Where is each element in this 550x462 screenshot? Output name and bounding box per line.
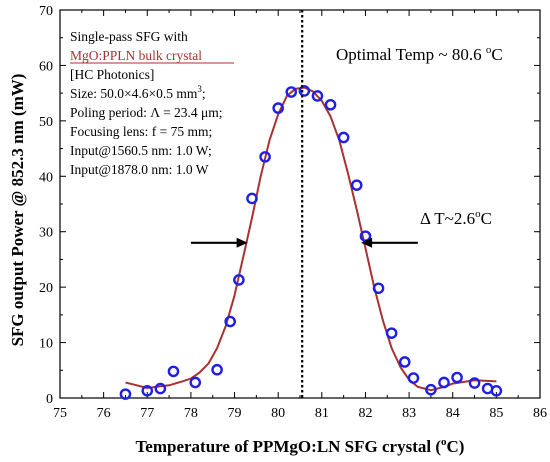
axes: 75 76 77 78 79 80 81 82 83 84 85 86 0 10 20 30 40 50 60 70	[39, 4, 547, 421]
data-point	[259, 151, 271, 163]
data-point	[337, 131, 350, 144]
x-tick-label: 75	[53, 406, 67, 421]
data-point	[272, 102, 284, 114]
annotation-line-3: [HC Photonics]	[70, 67, 154, 82]
x-tick-label: 85	[489, 406, 503, 421]
x-tick-label: 81	[315, 406, 329, 421]
optimal-temp-label: Optimal Temp ~ 80.6 oC	[336, 44, 503, 64]
data-point	[324, 98, 337, 111]
y-tick-label: 50	[39, 115, 53, 130]
fwhm-arrow-head	[361, 237, 373, 248]
data-point	[425, 383, 437, 396]
data-point	[451, 371, 463, 384]
delta-t-label: Δ T~2.6oC	[420, 208, 492, 228]
data-point	[468, 377, 481, 389]
data-point	[359, 230, 372, 242]
annotation-line-5: Focusing lens: f = 75 mm;	[70, 124, 212, 139]
data-point	[211, 363, 223, 376]
x-axis-title: Temperature of PPMgO:LN SFG crystal (oC)	[136, 436, 465, 456]
annotation-block: Single-pass SFG with MgO:PPLN bulk cryst…	[70, 29, 234, 177]
x-tick-label: 82	[358, 406, 372, 421]
data-point	[246, 192, 258, 205]
data-point	[372, 282, 385, 295]
x-tick-label: 77	[140, 406, 154, 421]
data-point	[233, 274, 245, 286]
x-tick-label: 84	[446, 406, 460, 421]
x-tick-label: 86	[533, 406, 547, 421]
y-tick-label: 40	[39, 170, 53, 185]
annotation-line-2: MgO:PPLN bulk crystal	[70, 48, 202, 63]
x-tick-label: 76	[97, 406, 111, 421]
annotation-size-line: Size: 50.0×4.6×0.5 mm3;	[70, 84, 206, 101]
data-point	[298, 85, 311, 97]
data-point	[141, 384, 154, 397]
data-point	[154, 382, 167, 395]
y-tick-label: 10	[39, 337, 53, 352]
annotation-line-4: Poling period: Λ = 23.4 μm;	[70, 105, 223, 120]
data-points-layer	[119, 85, 503, 400]
annotation-line-1: Single-pass SFG with	[70, 29, 188, 44]
data-point	[224, 315, 236, 328]
data-point	[119, 388, 132, 400]
data-point	[189, 376, 202, 389]
y-tick-label: 60	[39, 59, 53, 74]
y-tick-label: 70	[39, 4, 53, 19]
data-point	[285, 86, 298, 98]
fwhm-arrow-head	[236, 237, 248, 248]
x-tick-label: 83	[402, 406, 416, 421]
y-axis-title: SFG output Power @ 852.3 nm (mW)	[8, 74, 27, 347]
x-tick-label: 80	[271, 406, 285, 421]
data-point	[438, 376, 450, 389]
data-point	[490, 384, 503, 397]
data-point	[167, 365, 180, 378]
data-point	[407, 372, 420, 384]
y-tick-label: 30	[39, 226, 53, 241]
data-point	[350, 179, 363, 191]
x-tick-label: 79	[228, 406, 242, 421]
y-tick-label: 20	[39, 281, 53, 296]
y-tick-label: 0	[46, 392, 53, 407]
annotation-line-6: Input@1560.5 nm: 1.0 W;	[70, 143, 212, 158]
data-point	[311, 90, 324, 102]
data-point	[385, 327, 398, 339]
x-tick-label: 78	[184, 406, 198, 421]
data-point	[398, 356, 411, 368]
annotation-layer	[190, 10, 418, 398]
annotation-line-7: Input@1878.0 nm: 1.0 W	[70, 162, 209, 177]
